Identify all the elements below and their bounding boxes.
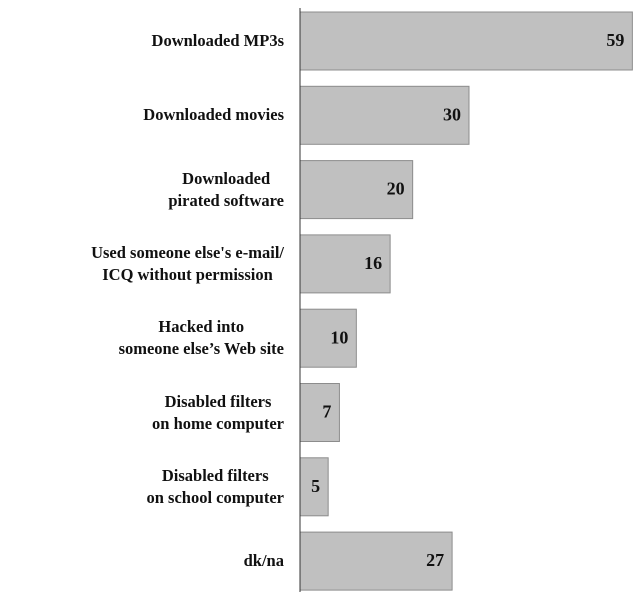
value-label: 10: [330, 327, 348, 347]
value-label: 27: [426, 550, 444, 570]
value-label: 16: [364, 253, 382, 273]
category-label: Downloaded movies: [143, 105, 284, 125]
value-label: 5: [311, 476, 320, 496]
bar: [299, 531, 453, 591]
category-label: Hacked into someone else’s Web site: [118, 317, 284, 359]
category-label: Downloaded pirated software: [168, 168, 284, 210]
bar: [299, 457, 329, 517]
bar: [299, 234, 391, 294]
bar: [299, 383, 340, 442]
value-label: 30: [443, 104, 461, 124]
value-label: 7: [322, 402, 331, 422]
bar: [299, 308, 357, 368]
category-label: Disabled filters on school computer: [146, 465, 285, 507]
value-label: 59: [606, 30, 624, 50]
category-label: Downloaded MP3s: [151, 31, 284, 50]
bar: [299, 85, 470, 145]
bar: [299, 160, 414, 220]
bar: [299, 11, 633, 71]
category-label: dk/na: [243, 551, 284, 571]
value-label: 20: [387, 179, 405, 199]
category-label: Used someone else's e-mail/ ICQ without …: [91, 242, 284, 284]
category-label: Disabled filters on home computer: [152, 391, 284, 433]
